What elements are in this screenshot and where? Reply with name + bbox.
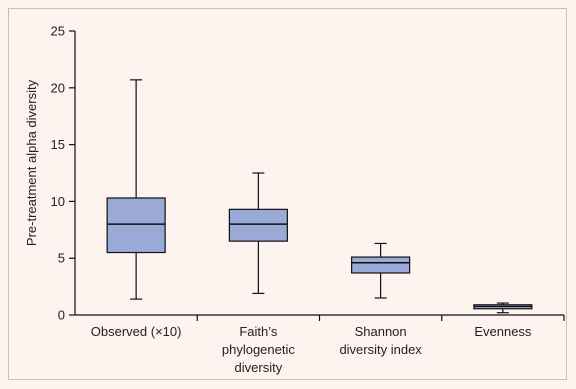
boxes (106, 79, 533, 314)
box-iqr (351, 256, 411, 274)
y-tick-label: 15 (51, 137, 65, 152)
x-category-label: diversity (235, 360, 283, 375)
y-tick-label: 25 (51, 24, 65, 39)
box-3 (351, 242, 411, 299)
chart-frame (8, 8, 567, 380)
box-4 (473, 302, 533, 314)
x-category-label: Shannon (355, 324, 407, 339)
x-category-label: diversity index (339, 342, 422, 357)
x-category-label: Faith’s (239, 324, 278, 339)
x-category-label: Observed (×10) (91, 324, 182, 339)
axes: 0 5 10 15 20 25 (51, 24, 565, 323)
y-axis-title: Pre-treatment alpha diversity (24, 79, 39, 246)
box-iqr (106, 197, 166, 254)
x-category-label: phylogenetic (222, 342, 295, 357)
box-iqr (228, 208, 288, 242)
box-2 (228, 172, 288, 295)
x-category-label: Evenness (474, 324, 532, 339)
y-tick-label: 5 (58, 251, 65, 266)
y-tick-label: 0 (58, 308, 65, 323)
box-1 (106, 79, 166, 300)
y-tick-label: 20 (51, 80, 65, 95)
y-tick-label: 10 (51, 194, 65, 209)
labels: Observed (×10) Faith’s phylogenetic diversi… (91, 324, 532, 375)
